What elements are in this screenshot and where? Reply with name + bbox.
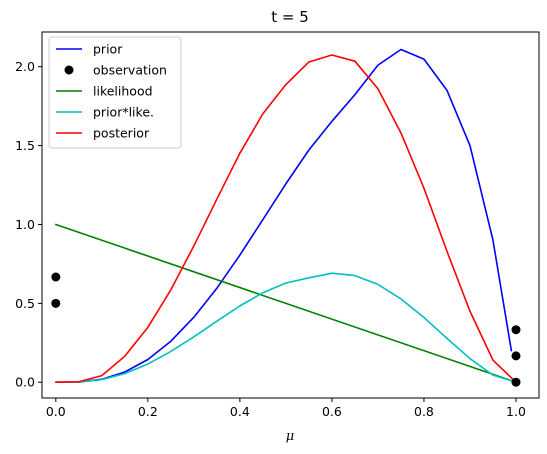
x-tick-label: 0.6 (322, 404, 342, 419)
legend: prior observation likelihood prior*like. pos… (48, 36, 182, 149)
observation-point (511, 377, 521, 387)
y-tick-label: 2.0 (15, 59, 35, 74)
x-tick-label: 1.0 (506, 404, 526, 419)
plot-area (55, 48, 517, 384)
legend-label: observation (93, 63, 167, 78)
axis-ticks: 0.0 0.2 0.4 0.6 0.8 1.0 0.0 0.5 1.0 1.5 2.0 (15, 59, 526, 419)
x-tick-label: 0.8 (414, 404, 434, 419)
x-tick-label: 0.4 (230, 404, 250, 419)
series-line-prior-like (55, 272, 517, 384)
legend-label: posterior (93, 126, 150, 141)
series-line-likelihood (55, 223, 517, 384)
x-axis-label: μ (286, 429, 294, 444)
observation-point (511, 351, 521, 361)
legend-label: prior*like. (93, 105, 154, 120)
x-tick-label: 0.2 (138, 404, 158, 419)
chart-title: t = 5 (271, 8, 309, 26)
legend-label: prior (93, 42, 123, 57)
legend-box (48, 36, 182, 149)
y-tick-label: 1.0 (15, 217, 35, 232)
observation-point (51, 298, 61, 308)
legend-label: likelihood (93, 84, 153, 99)
legend-swatch (64, 65, 74, 75)
y-tick-label: 1.5 (15, 138, 35, 153)
series-line-prior (55, 48, 513, 384)
x-tick-label: 0.0 (46, 404, 66, 419)
y-tick-label: 0.0 (15, 375, 35, 390)
observation-point (51, 272, 61, 282)
y-tick-label: 0.5 (15, 296, 35, 311)
plot-frame (41, 31, 540, 399)
series-line-posterior (55, 54, 517, 384)
observation-point (511, 325, 521, 335)
